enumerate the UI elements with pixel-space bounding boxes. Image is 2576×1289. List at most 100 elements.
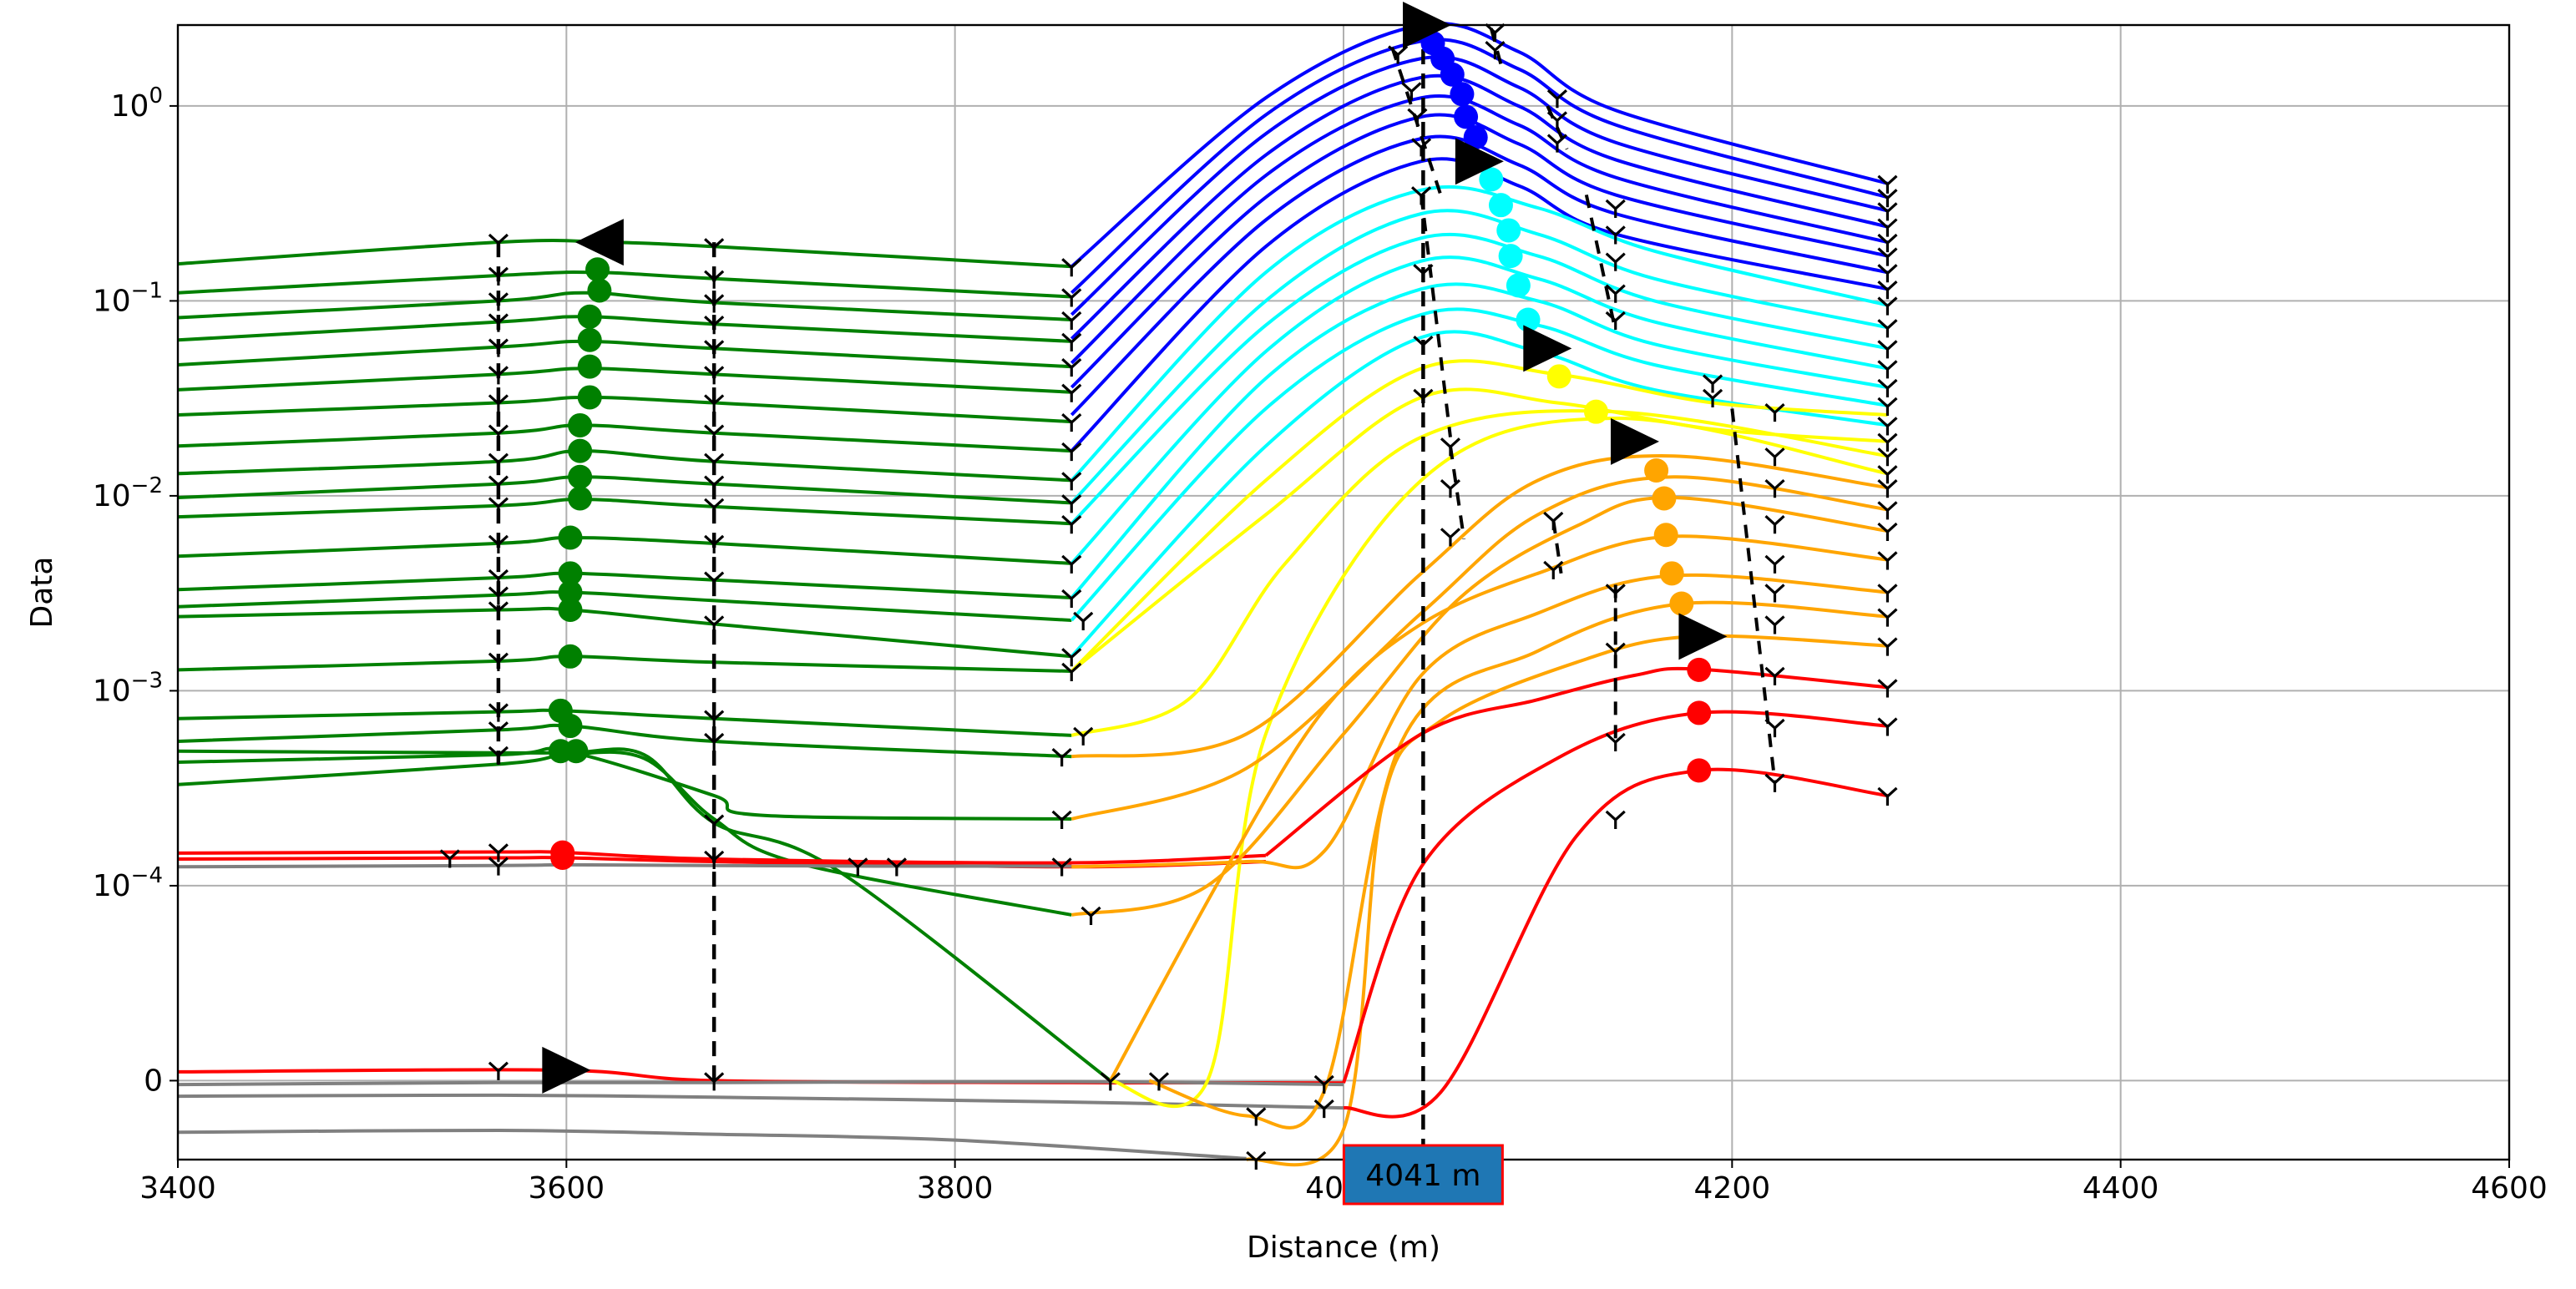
dot-marker-green	[585, 257, 610, 282]
pick-tick-marker	[488, 424, 509, 443]
dot-marker-yellow	[1546, 364, 1571, 389]
pick-tick-marker	[1407, 108, 1428, 127]
pick-tick-marker	[704, 1072, 725, 1091]
arrow-marker-right	[1678, 613, 1728, 660]
pick-tick-marker	[1051, 810, 1072, 829]
dot-marker-blue	[1450, 82, 1475, 107]
pick-tick-marker	[1061, 332, 1082, 351]
arrow-marker-left	[574, 219, 624, 266]
dot-marker-green	[568, 412, 593, 437]
cursor-readout-box	[1342, 1144, 1504, 1206]
pick-tick-marker	[1440, 528, 1461, 547]
series-line-cyan	[1070, 307, 1888, 622]
series-line-orange	[1109, 534, 1888, 1082]
pick-tick-marker	[488, 746, 509, 765]
pick-tick-marker	[704, 710, 725, 729]
pick-tick-marker	[1605, 199, 1626, 218]
pick-tick-marker	[704, 534, 725, 554]
pick-tick-marker	[488, 292, 509, 311]
pick-tick-marker	[704, 294, 725, 313]
pick-tick-marker	[704, 424, 725, 443]
dot-marker-blue	[1440, 62, 1465, 87]
y-tick-label: 0	[144, 1064, 163, 1098]
pick-tick-marker	[1702, 374, 1723, 393]
series-line-green	[177, 747, 1112, 1082]
pick-tick-marker	[1546, 89, 1568, 109]
pick-tick-marker	[704, 732, 725, 752]
y-tick-label: 100	[111, 83, 163, 124]
pick-tick-marker	[1485, 40, 1506, 60]
pick-tick-marker	[1605, 732, 1626, 752]
pick-tick-marker	[1702, 388, 1723, 407]
series-line-cyan	[1070, 255, 1888, 565]
dot-marker-cyan	[1506, 273, 1531, 298]
series-line-gray	[177, 862, 1072, 869]
pick-tick-marker	[1877, 174, 1898, 194]
pick-tick-marker	[1877, 189, 1898, 208]
series-line-cyan	[1070, 209, 1888, 504]
pick-tick-marker	[704, 850, 725, 869]
pick-tick-marker	[1485, 23, 1506, 43]
pick-tick-marker	[1543, 560, 1564, 579]
pick-tick-marker	[1605, 810, 1626, 829]
plot-area[interactable]	[177, 2, 1898, 1170]
y-tick-label: 10−3	[93, 668, 163, 708]
pick-tick-marker	[1081, 906, 1101, 925]
pick-tick-marker	[704, 270, 725, 289]
x-tick-label: 4400	[2083, 1171, 2159, 1206]
pick-tick-marker	[488, 569, 509, 589]
pick-tick-marker	[704, 814, 725, 833]
pick-tick-marker	[488, 497, 509, 516]
series-line-red	[1264, 666, 1888, 857]
series-line-orange	[1070, 475, 1888, 821]
pick-tick-marker	[1413, 336, 1434, 355]
pick-tick-marker	[1313, 1074, 1334, 1094]
series-line-cyan	[1070, 185, 1888, 482]
series-line-green	[177, 291, 1072, 321]
pick-tick-marker	[1543, 511, 1564, 531]
pick-tick-marker	[1061, 662, 1082, 681]
pick-tick-marker	[1440, 437, 1461, 457]
series-line-blue	[1070, 134, 1888, 417]
pick-tick-marker	[1877, 584, 1898, 603]
pick-tick-marker	[1877, 608, 1898, 627]
pick-tick-marker	[704, 475, 725, 494]
pick-tick-marker	[886, 857, 907, 877]
pick-tick-marker	[439, 849, 460, 868]
y-axis-ticks: 0 10−4 10−3 10−2 10−1 100	[93, 83, 178, 1098]
pick-tick-marker	[488, 857, 509, 876]
pick-tick-marker	[1061, 412, 1082, 432]
pick-tick-marker	[848, 857, 868, 877]
pick-tick-marker	[488, 475, 509, 494]
pick-tick-marker	[1605, 225, 1626, 245]
pick-tick-marker	[704, 340, 725, 359]
y-tick-label: 10−2	[93, 473, 163, 513]
pick-tick-marker	[1877, 397, 1898, 416]
pick-tick-marker	[1877, 319, 1898, 338]
pick-tick-marker	[1764, 666, 1785, 685]
pick-tick-marker	[1764, 615, 1785, 634]
pick-tick-marker	[1877, 202, 1898, 221]
pick-tick-marker	[1061, 494, 1082, 513]
series-line-gray	[177, 1128, 1247, 1160]
pick-tick-marker	[1764, 773, 1785, 792]
pick-dashed-segment	[1420, 195, 1452, 437]
series-line-blue	[1070, 21, 1889, 268]
cursor-readout: 4041 m	[1342, 1144, 1504, 1206]
dot-marker-orange	[1669, 591, 1694, 616]
dot-marker-cyan	[1498, 244, 1523, 269]
pick-tick-marker	[1051, 857, 1072, 877]
pick-tick-marker	[1605, 252, 1626, 271]
pick-tick-marker	[1061, 258, 1082, 277]
pick-tick-marker	[1605, 311, 1626, 331]
pick-tick-marker	[1877, 281, 1898, 300]
pick-tick-marker	[1061, 472, 1082, 491]
pick-tick-marker	[1073, 726, 1094, 746]
dot-marker-green	[577, 304, 602, 329]
series-line-red	[177, 850, 1266, 865]
x-axis-label: Distance (m)	[1247, 1231, 1440, 1265]
series-line-cyan	[1070, 330, 1888, 658]
pick-tick-marker	[1410, 138, 1432, 157]
